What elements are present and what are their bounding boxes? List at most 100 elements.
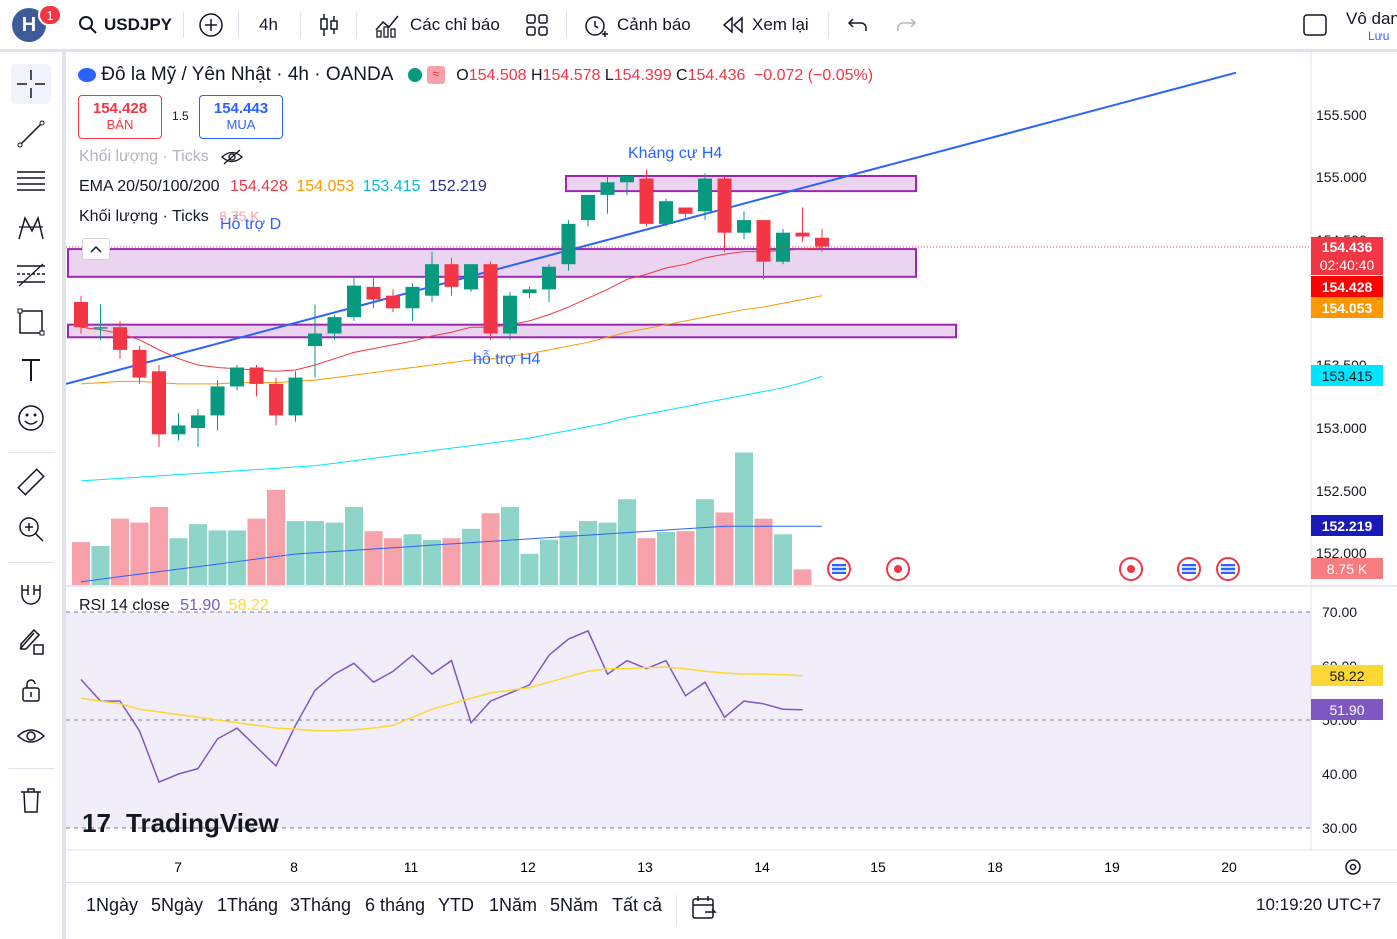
magnet-tool[interactable] bbox=[11, 574, 51, 614]
symbol-legend[interactable]: Đô la Mỹ / Yên Nhật · 4h · OANDA ≈ O154.… bbox=[78, 64, 873, 86]
eye-icon bbox=[16, 729, 46, 743]
range-1d[interactable]: 1Ngày bbox=[86, 895, 139, 915]
chart-area[interactable]: Kháng cự H4 Hỗ trợ D hỗ trợ H4 155.500 1… bbox=[66, 52, 1397, 882]
layout-name[interactable]: Vô dan bbox=[1346, 9, 1397, 28]
text-tool[interactable] bbox=[11, 350, 51, 390]
resistance-zone[interactable] bbox=[565, 175, 917, 193]
range-3m[interactable]: 3Tháng bbox=[290, 895, 352, 915]
compare-symbol-button[interactable] bbox=[198, 0, 224, 50]
volume-bar bbox=[598, 522, 617, 585]
range-6m[interactable]: 6 tháng bbox=[365, 895, 426, 915]
range-all[interactable]: Tất cả bbox=[612, 895, 663, 915]
tradingview-logo[interactable]: 17 TradingView bbox=[82, 808, 279, 838]
pattern-icon bbox=[18, 215, 44, 240]
ema-legend[interactable]: EMA 20/50/100/200 154.428 154.053 153.41… bbox=[79, 178, 487, 196]
trendline-tool[interactable] bbox=[11, 114, 51, 154]
add-circle-icon bbox=[199, 13, 223, 37]
settings-gear-icon[interactable] bbox=[1345, 859, 1361, 875]
buy-price: 154.443 bbox=[213, 100, 269, 117]
us-flag-event-icon[interactable] bbox=[827, 557, 851, 581]
rsi-legend[interactable]: RSI 14 close 51.90 58.22 bbox=[79, 597, 269, 615]
candle bbox=[210, 380, 225, 431]
alerts-button[interactable]: Cảnh báo bbox=[583, 0, 691, 50]
volume-bar bbox=[540, 539, 558, 585]
candle-body bbox=[347, 285, 361, 318]
bottom-toolbar: 1Ngày 5Ngày 1Tháng 3Tháng 6 tháng YTD 1N… bbox=[66, 883, 1397, 939]
emoji-tool[interactable] bbox=[11, 398, 51, 438]
event-dot-icon[interactable] bbox=[1119, 557, 1143, 581]
candle bbox=[659, 198, 673, 227]
rectangle-icon bbox=[17, 308, 45, 336]
range-1y[interactable]: 1Năm bbox=[489, 895, 538, 915]
trend-line-icon bbox=[17, 120, 45, 148]
indicators-button[interactable]: Các chỉ báo bbox=[374, 0, 500, 50]
candle bbox=[74, 295, 88, 334]
candle-body bbox=[444, 264, 459, 287]
clock-timezone[interactable]: 10:19:20 UTC+7 bbox=[1256, 895, 1382, 914]
go-to-date-button[interactable] bbox=[691, 895, 717, 926]
candle-body bbox=[795, 232, 810, 237]
candle-body bbox=[620, 176, 634, 183]
zoom-tool[interactable] bbox=[11, 509, 51, 549]
event-dot-icon[interactable] bbox=[886, 557, 910, 581]
support-h4-label[interactable]: hỗ trợ H4 bbox=[473, 349, 541, 368]
ema50-value: 154.053 bbox=[296, 178, 355, 195]
volume-bar bbox=[696, 499, 714, 585]
candle-body bbox=[756, 220, 771, 262]
chart-type-button[interactable] bbox=[317, 0, 341, 50]
support-d-label[interactable]: Hỗ trợ D bbox=[220, 214, 281, 233]
crosshair-tool[interactable] bbox=[11, 64, 51, 104]
candle-body bbox=[269, 383, 283, 416]
volume-label: Khối lượng · Ticks bbox=[79, 208, 209, 225]
hide-drawings-tool[interactable] bbox=[11, 716, 51, 756]
pattern-tool[interactable] bbox=[11, 208, 51, 248]
hidden-volume-legend[interactable]: Khối lượng · Ticks bbox=[79, 148, 244, 166]
trend-line[interactable] bbox=[66, 71, 1237, 385]
redo-button[interactable] bbox=[895, 0, 917, 50]
sell-button[interactable]: 154.428 BÁN bbox=[78, 95, 162, 139]
price-chart[interactable]: Kháng cự H4 Hỗ trợ D hỗ trợ H4 155.500 1… bbox=[66, 52, 1397, 882]
ema200-value: 152.219 bbox=[428, 178, 487, 195]
candle-body bbox=[678, 207, 693, 214]
text-icon bbox=[22, 359, 40, 381]
resistance-h4-label[interactable]: Kháng cự H4 bbox=[628, 145, 722, 162]
volume-bar bbox=[481, 513, 500, 585]
ema20-value: 154.428 bbox=[230, 178, 288, 195]
range-ytd[interactable]: YTD bbox=[438, 895, 474, 915]
candle-body bbox=[132, 349, 147, 378]
range-5d[interactable]: 5Ngày bbox=[151, 895, 204, 915]
volume-bar bbox=[228, 530, 246, 585]
ema-label: EMA 20/50/100/200 bbox=[79, 178, 220, 195]
time-tick: 15 bbox=[870, 859, 886, 875]
us-flag-event-icon[interactable] bbox=[1216, 557, 1240, 581]
us-flag-event-icon[interactable] bbox=[1177, 557, 1201, 581]
candle bbox=[561, 220, 576, 271]
rsi-tag: 51.90 bbox=[1311, 699, 1383, 720]
stay-in-drawing-tool[interactable] bbox=[11, 622, 51, 662]
candle-body bbox=[152, 371, 166, 435]
layout-button[interactable] bbox=[1302, 0, 1328, 50]
shapes-tool[interactable] bbox=[11, 302, 51, 342]
range-1m[interactable]: 1Tháng bbox=[217, 895, 279, 915]
buy-button[interactable]: 154.443 MUA bbox=[199, 95, 283, 139]
volume-legend[interactable]: Khối lượng · Ticks 8.75 K bbox=[79, 208, 260, 226]
candle-body bbox=[815, 237, 829, 247]
range-5y[interactable]: 5Năm bbox=[550, 895, 599, 915]
measure-tool[interactable] bbox=[11, 462, 51, 502]
lock-drawings-tool[interactable] bbox=[11, 670, 51, 710]
horizontal-lines-tool[interactable] bbox=[11, 161, 51, 201]
collapse-legend-button[interactable] bbox=[82, 238, 110, 260]
templates-button[interactable] bbox=[526, 0, 548, 50]
eye-off-icon[interactable] bbox=[221, 149, 244, 165]
candle bbox=[93, 304, 108, 340]
fib-tool[interactable] bbox=[11, 255, 51, 295]
candle bbox=[249, 365, 264, 397]
candle-body bbox=[464, 264, 478, 290]
interval-button[interactable]: 4h bbox=[259, 0, 278, 50]
undo-button[interactable] bbox=[847, 0, 869, 50]
remove-drawings-tool[interactable] bbox=[11, 780, 51, 820]
replay-button[interactable]: Xem lại bbox=[722, 0, 809, 50]
volume-bar bbox=[735, 452, 753, 585]
symbol-search-button[interactable]: USDJPY bbox=[78, 0, 172, 50]
save-label[interactable]: Lưu bbox=[1368, 29, 1390, 43]
